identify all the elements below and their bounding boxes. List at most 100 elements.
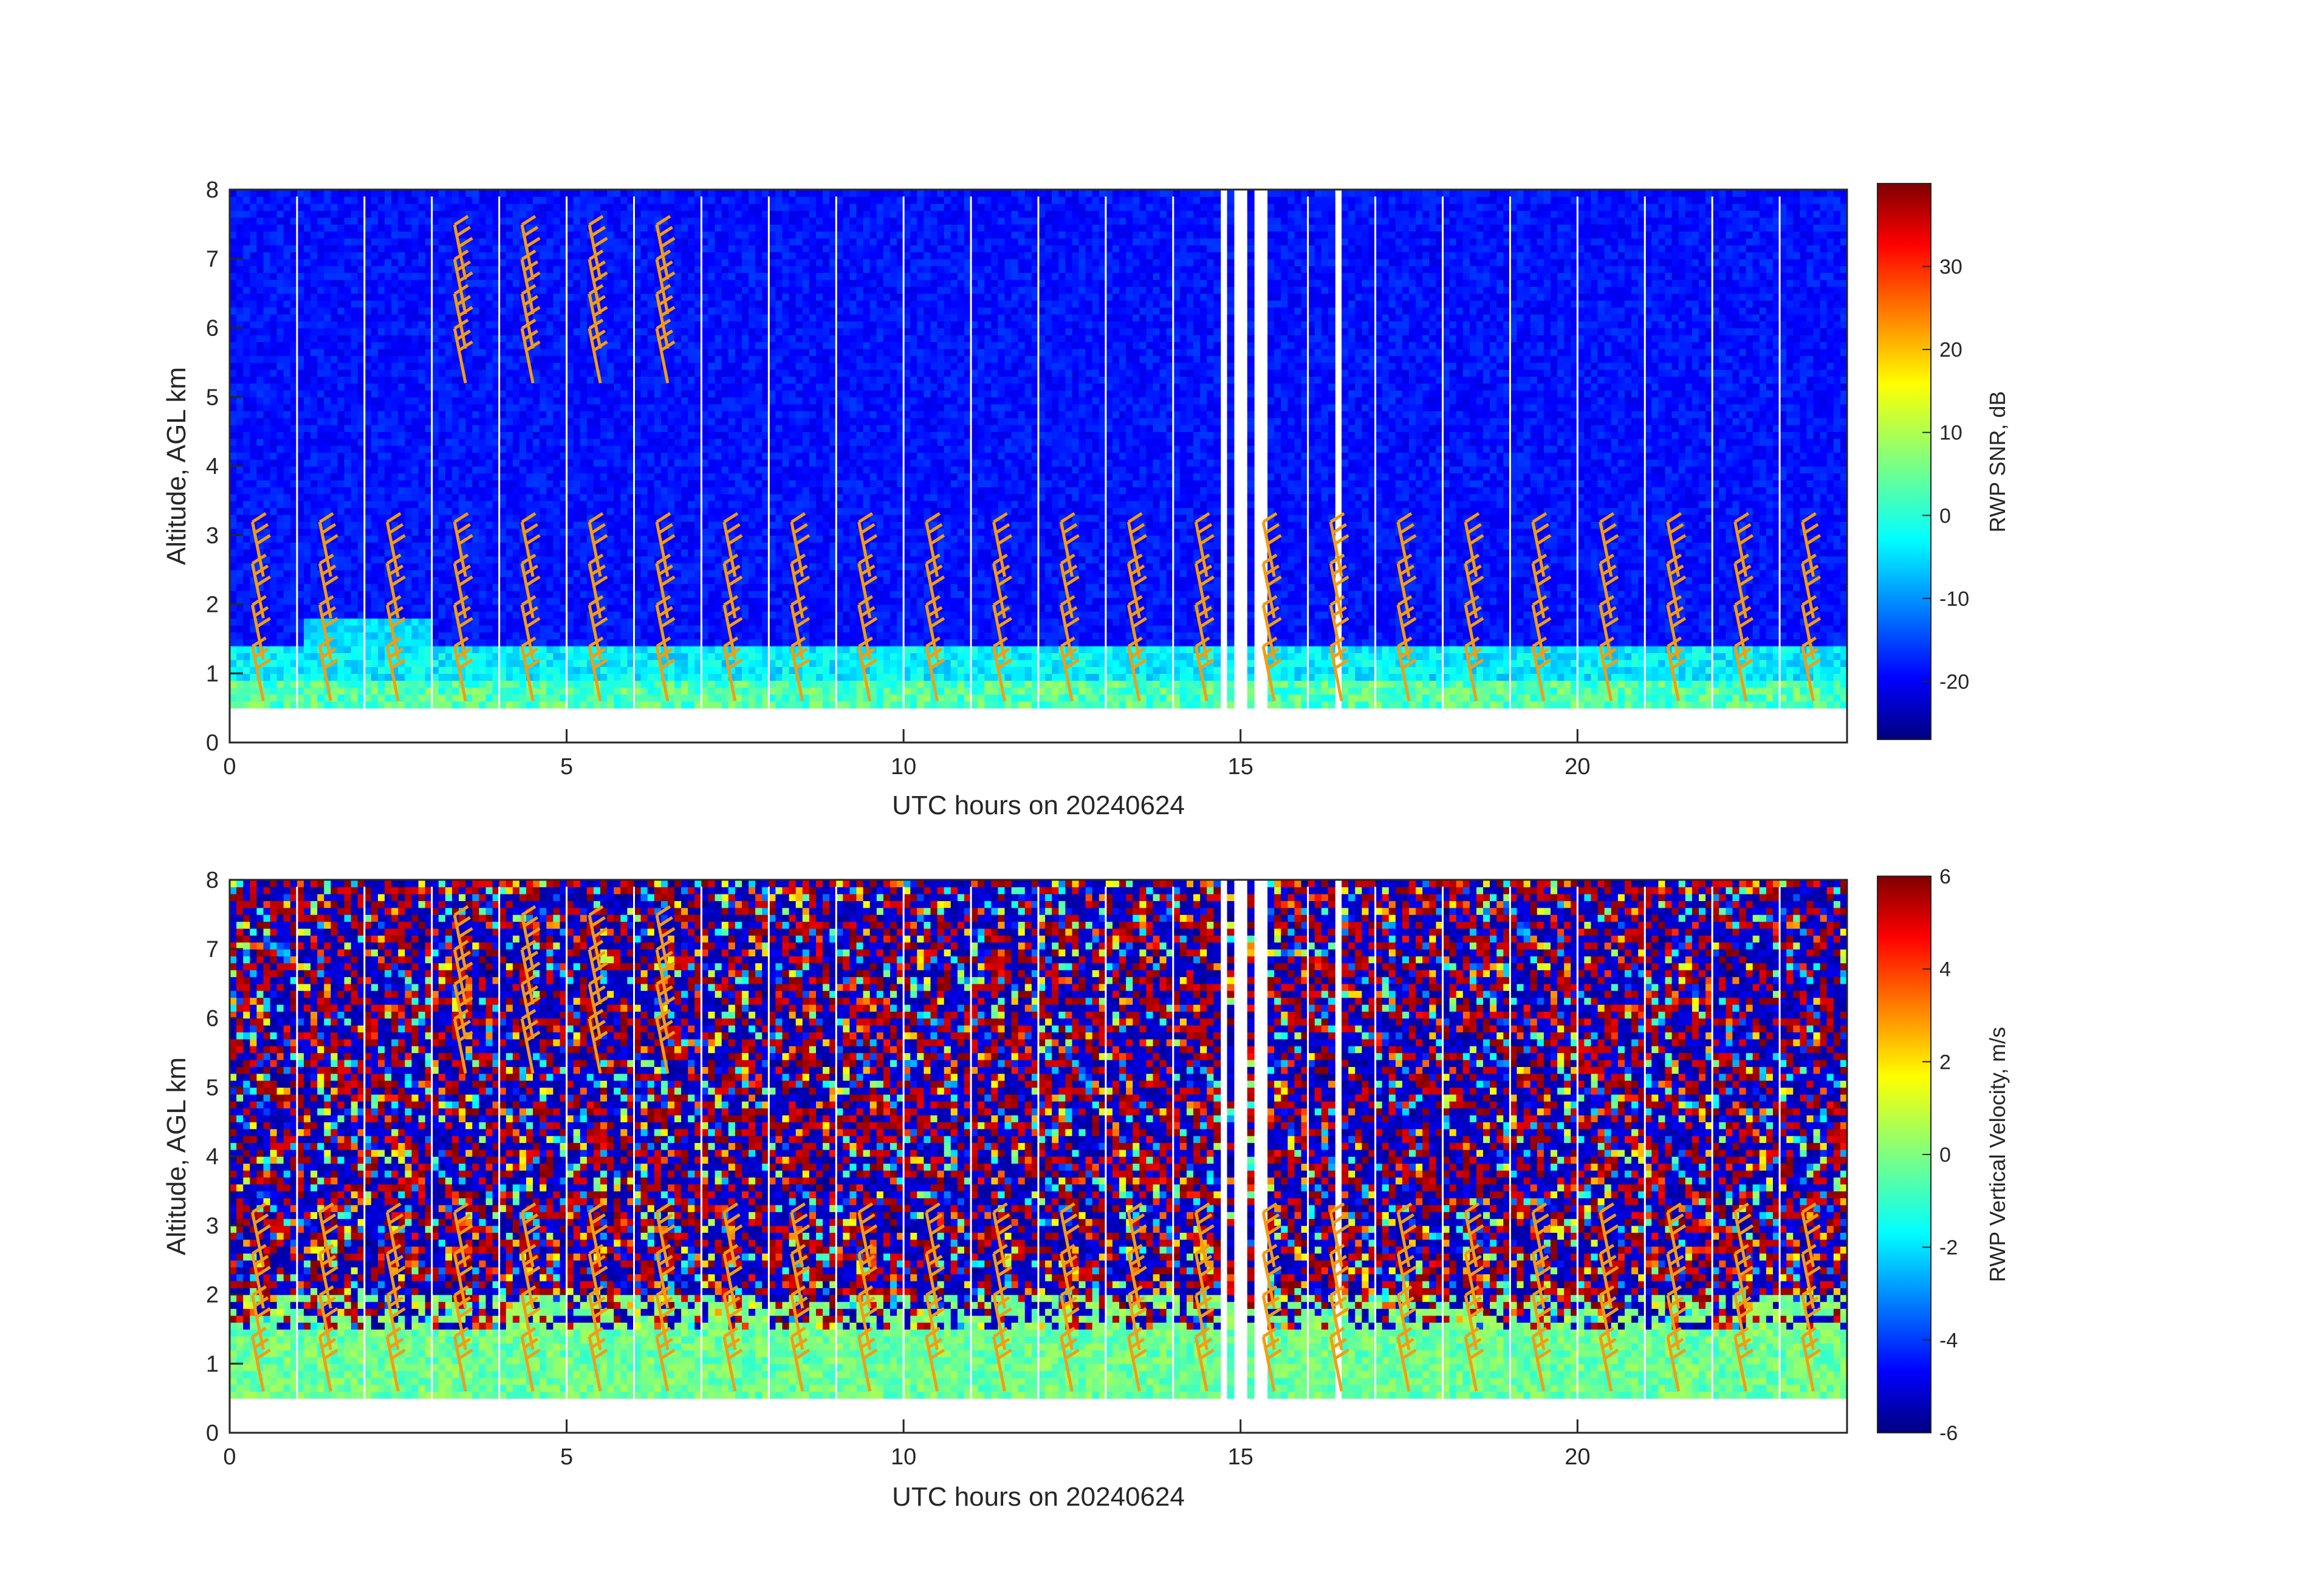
heatmap-cell: [553, 438, 561, 446]
heatmap-cell: [560, 473, 567, 481]
heatmap-cell: [647, 555, 655, 564]
heatmap-cell: [465, 549, 473, 557]
heatmap-cell: [573, 645, 581, 653]
heatmap-cell: [324, 362, 332, 370]
heatmap-cell: [640, 190, 648, 197]
heatmap-cell: [243, 563, 251, 571]
heatmap-cell: [519, 203, 527, 211]
heatmap-cell: [492, 272, 500, 280]
heatmap-cell: [351, 411, 358, 419]
heatmap-cell: [573, 203, 581, 211]
heatmap-cell: [485, 583, 493, 591]
heatmap-cell: [398, 397, 406, 405]
heatmap-cell: [304, 632, 311, 640]
heatmap-cell: [540, 507, 547, 515]
heatmap-cell: [405, 293, 413, 301]
heatmap-cell: [317, 452, 325, 460]
heatmap-cell: [243, 383, 251, 391]
heatmap-cell: [660, 341, 668, 349]
heatmap-cell: [304, 266, 311, 273]
heatmap-cell: [357, 597, 365, 605]
heatmap-cell: [519, 673, 527, 681]
heatmap-cell: [620, 321, 628, 329]
heatmap-cell: [506, 445, 513, 453]
heatmap-cell: [560, 341, 567, 349]
heatmap-cell: [620, 293, 628, 301]
heatmap-cell: [371, 245, 379, 253]
heatmap-cell: [647, 597, 655, 605]
heatmap-cell: [398, 680, 406, 688]
heatmap-cell: [418, 618, 426, 626]
heatmap-cell: [310, 224, 318, 232]
heatmap-cell: [236, 424, 244, 432]
heatmap-cell: [566, 369, 574, 377]
heatmap-cell: [479, 411, 487, 419]
heatmap-cell: [553, 272, 561, 280]
heatmap-cell: [647, 549, 655, 557]
heatmap-cell: [243, 279, 251, 287]
heatmap-cell: [614, 252, 622, 259]
heatmap-cell: [506, 604, 513, 612]
heatmap-cell: [438, 563, 446, 571]
heatmap-cell: [620, 355, 628, 363]
heatmap-cell: [553, 424, 561, 432]
heatmap-cell: [479, 438, 487, 446]
heatmap-cell: [526, 245, 533, 253]
heatmap-cell: [593, 238, 601, 245]
heatmap-cell: [634, 217, 642, 225]
heatmap-cell: [378, 701, 385, 708]
heatmap-cell: [296, 279, 304, 287]
heatmap-cell: [310, 604, 318, 612]
heatmap-cell: [660, 424, 668, 432]
heatmap-cell: [331, 431, 338, 439]
heatmap-cell: [290, 632, 298, 640]
heatmap-cell: [634, 583, 642, 591]
heatmap-cell: [614, 362, 622, 370]
heatmap-cell: [317, 701, 325, 708]
heatmap-cell: [452, 217, 459, 225]
heatmap-cell: [445, 466, 453, 474]
heatmap-cell: [600, 431, 608, 439]
heatmap-cell: [438, 653, 446, 660]
heatmap-cell: [351, 563, 358, 571]
heatmap-cell: [479, 369, 487, 377]
heatmap-cell: [310, 645, 318, 653]
heatmap-cell: [492, 563, 500, 571]
heatmap-cell: [580, 272, 588, 280]
heatmap-cell: [331, 466, 338, 474]
heatmap-cell: [546, 245, 554, 253]
heatmap-cell: [526, 487, 533, 495]
heatmap-cell: [236, 645, 244, 653]
heatmap-cell: [243, 341, 251, 349]
heatmap-cell: [600, 666, 608, 674]
heatmap-cell: [438, 597, 446, 605]
heatmap-cell: [459, 632, 466, 640]
heatmap-cell: [512, 549, 520, 557]
heatmap-cell: [283, 355, 291, 363]
heatmap-cell: [485, 293, 493, 301]
heatmap-cell: [296, 549, 304, 557]
heatmap-cell: [236, 397, 244, 405]
heatmap-cell: [600, 687, 608, 695]
heatmap-cell: [573, 659, 581, 667]
heatmap-cell: [593, 590, 601, 598]
heatmap-cell: [479, 321, 487, 329]
heatmap-cell: [331, 417, 338, 425]
heatmap-cell: [546, 473, 554, 481]
heatmap-cell: [506, 535, 513, 543]
heatmap-cell: [364, 300, 372, 308]
heatmap-cell: [243, 645, 251, 653]
heatmap-cell: [378, 348, 385, 356]
heatmap-cell: [391, 487, 399, 495]
heatmap-cell: [499, 272, 507, 280]
heatmap-cell: [485, 542, 493, 550]
heatmap-cell: [385, 369, 392, 377]
heatmap-cell: [573, 245, 581, 253]
heatmap-cell: [586, 190, 594, 197]
heatmap-cell: [533, 445, 540, 453]
heatmap-cell: [411, 479, 419, 487]
heatmap-cell: [270, 542, 278, 550]
heatmap-cell: [331, 473, 338, 481]
heatmap-cell: [371, 687, 379, 695]
heatmap-cell: [438, 479, 446, 487]
